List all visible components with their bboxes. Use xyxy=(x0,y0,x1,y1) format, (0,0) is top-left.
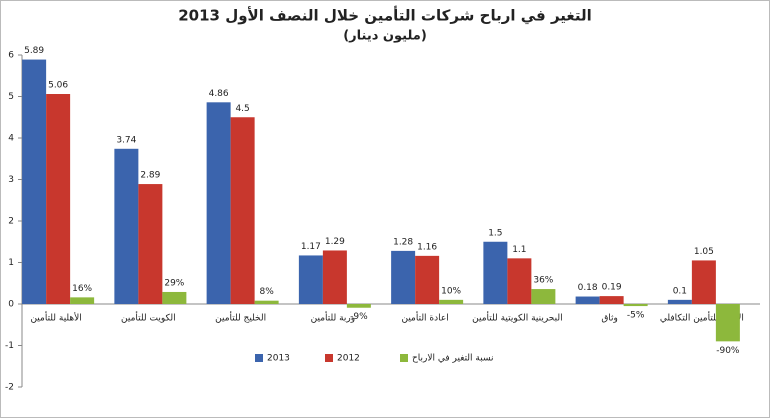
legend-swatch xyxy=(255,354,263,362)
bar xyxy=(575,296,600,304)
legend-swatch xyxy=(400,354,408,362)
value-label: 1.28 xyxy=(393,237,413,247)
bar xyxy=(483,241,508,304)
legend-label: نسبة التغير في الارباح xyxy=(412,354,493,364)
x-tick-label: الخليج للتأمين xyxy=(215,311,266,324)
x-tick-label: البحرينية الكويتية للتأمين xyxy=(472,311,562,324)
value-label: 8% xyxy=(259,287,274,297)
y-tick-label: -1 xyxy=(5,341,14,351)
value-label: 1.1 xyxy=(512,245,526,255)
bar xyxy=(298,255,323,304)
value-label: 0.1 xyxy=(673,286,687,296)
value-label: 5.06 xyxy=(48,81,68,91)
bar xyxy=(623,304,648,307)
bar xyxy=(114,148,139,304)
value-label: 16% xyxy=(72,284,92,294)
y-tick-label: -2 xyxy=(5,383,14,393)
value-label: -5% xyxy=(627,311,645,321)
chart-title: التغير في ارباح شركات التأمين خلال النصف… xyxy=(178,6,592,25)
bar xyxy=(599,296,624,304)
value-label: 3.74 xyxy=(116,135,136,145)
bar xyxy=(507,258,532,304)
value-label: 0.19 xyxy=(602,283,622,293)
value-label: 1.29 xyxy=(325,237,345,247)
bar xyxy=(206,102,231,304)
value-label: 4.5 xyxy=(235,104,249,114)
value-label: 10% xyxy=(441,286,461,296)
value-label: 0.18 xyxy=(578,283,598,293)
value-label: -9% xyxy=(350,312,368,322)
value-label: 36% xyxy=(533,276,553,286)
legend-swatch xyxy=(325,354,333,362)
bar xyxy=(715,304,740,342)
value-label: 4.86 xyxy=(209,89,229,99)
x-tick-label: وثاق xyxy=(601,314,618,324)
value-label: -90% xyxy=(716,346,740,356)
bar xyxy=(46,94,71,304)
bar xyxy=(667,299,692,304)
bar xyxy=(138,184,163,304)
value-label: 1.16 xyxy=(417,242,437,252)
y-tick-label: 6 xyxy=(8,51,14,61)
value-label: 2.89 xyxy=(140,171,160,181)
y-tick-label: 4 xyxy=(8,134,14,144)
bar xyxy=(346,304,371,308)
bar xyxy=(439,299,464,304)
y-tick-label: 1 xyxy=(8,258,14,268)
x-tick-label: الأهلية للتأمين xyxy=(30,311,81,324)
bar xyxy=(254,300,279,304)
bar xyxy=(230,117,255,304)
bar xyxy=(322,250,347,304)
x-tick-label: الكويت للتأمين xyxy=(121,311,176,324)
bar xyxy=(70,297,95,304)
x-tick-label: وربة للتأمين xyxy=(311,311,355,324)
bar xyxy=(531,289,556,304)
value-label: 1.17 xyxy=(301,242,321,252)
legend-label: 2012 xyxy=(337,354,360,364)
chart-subtitle: (مليون دينار) xyxy=(343,29,427,44)
y-tick-label: 0 xyxy=(8,300,14,310)
bar xyxy=(162,291,187,304)
bar xyxy=(691,260,716,304)
y-tick-label: 5 xyxy=(8,92,14,102)
value-label: 1.05 xyxy=(694,247,714,257)
bar xyxy=(22,59,47,304)
y-tick-label: 2 xyxy=(8,217,14,227)
bar xyxy=(415,255,440,304)
value-label: 29% xyxy=(164,278,184,288)
legend-label: 2013 xyxy=(267,354,290,364)
bar xyxy=(391,250,416,304)
y-tick-label: 3 xyxy=(8,175,14,185)
x-tick-label: اعادة التأمين xyxy=(401,311,448,324)
value-label: 5.89 xyxy=(24,46,44,56)
value-label: 1.5 xyxy=(488,228,502,238)
